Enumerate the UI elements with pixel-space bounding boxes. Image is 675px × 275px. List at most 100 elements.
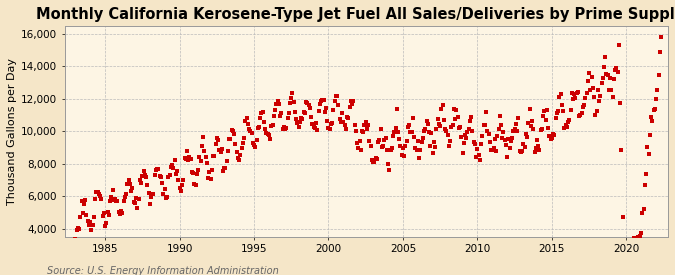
Point (276, 111, 287, 115)
Point (531, 145, 541, 150)
Point (342, 115, 352, 119)
Point (130, 201, 140, 205)
Point (482, 128, 493, 133)
Point (210, 142, 221, 146)
Point (99, 211, 109, 215)
Point (285, 101, 296, 105)
Point (164, 173, 175, 177)
Point (398, 146, 408, 150)
Point (462, 130, 473, 134)
Point (200, 155, 211, 159)
Point (593, 88, 603, 92)
Point (500, 138, 510, 142)
Point (586, 75, 597, 79)
Point (288, 100, 299, 104)
Point (133, 197, 144, 202)
Point (628, 236, 639, 240)
Point (241, 115, 252, 120)
Point (461, 136, 472, 141)
Point (643, 152, 654, 156)
Point (486, 147, 497, 152)
Point (418, 128, 429, 133)
Point (278, 125, 289, 130)
Point (340, 123, 350, 127)
Point (485, 140, 495, 144)
Point (488, 145, 499, 150)
Point (520, 131, 531, 136)
Point (159, 187, 170, 191)
Point (226, 128, 237, 132)
Point (470, 142, 481, 146)
Point (113, 210, 124, 214)
Point (432, 117, 443, 121)
Point (291, 117, 302, 121)
Point (560, 122, 571, 127)
Point (146, 194, 157, 199)
Point (321, 106, 331, 111)
Point (347, 101, 358, 106)
Point (230, 141, 241, 146)
Point (189, 182, 200, 187)
Point (260, 127, 271, 132)
Point (526, 119, 537, 123)
Point (201, 161, 212, 166)
Point (194, 155, 205, 160)
Point (452, 115, 463, 120)
Point (109, 198, 119, 202)
Point (333, 103, 344, 107)
Point (272, 98, 283, 103)
Point (516, 149, 527, 153)
Point (631, 239, 642, 243)
Point (246, 131, 257, 135)
Point (309, 126, 320, 130)
Point (247, 141, 258, 145)
Point (199, 149, 210, 153)
Point (186, 157, 196, 161)
Point (528, 126, 539, 131)
Point (380, 135, 391, 140)
Point (394, 136, 404, 141)
Point (78, 202, 89, 206)
Point (547, 136, 558, 141)
Point (300, 111, 310, 116)
Point (541, 108, 552, 112)
Point (602, 73, 613, 77)
Point (205, 177, 216, 182)
Point (75, 214, 86, 219)
Point (195, 159, 206, 163)
Point (384, 167, 395, 172)
Point (170, 171, 181, 176)
Point (600, 55, 611, 60)
Point (263, 131, 273, 136)
Point (463, 126, 474, 131)
Point (624, 269, 635, 273)
Point (523, 121, 534, 126)
Point (322, 119, 333, 123)
Point (148, 192, 159, 196)
Point (640, 183, 651, 187)
Point (636, 231, 647, 236)
Point (466, 115, 477, 120)
Point (556, 103, 567, 107)
Point (641, 172, 651, 176)
Point (78, 211, 88, 215)
Point (223, 148, 234, 153)
Point (632, 235, 643, 239)
Point (196, 143, 207, 148)
Point (374, 138, 385, 142)
Point (544, 134, 555, 138)
Point (111, 199, 122, 203)
Point (503, 137, 514, 141)
Point (178, 178, 189, 182)
Point (512, 129, 522, 133)
Point (328, 108, 339, 112)
Point (566, 91, 577, 95)
Point (229, 131, 240, 136)
Point (256, 111, 267, 115)
Point (88, 215, 99, 220)
Point (524, 106, 535, 111)
Point (72, 226, 83, 231)
Point (583, 79, 593, 83)
Point (349, 123, 360, 127)
Point (138, 169, 149, 173)
